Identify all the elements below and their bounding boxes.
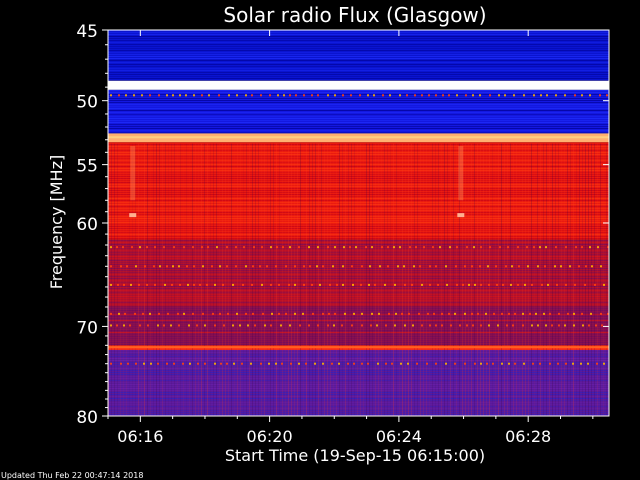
x-axis: 06:16 06:20 06:24 06:28 <box>107 30 594 446</box>
chart-title: Solar radio Flux (Glasgow) <box>223 3 486 27</box>
x-axis-label: Start Time (19-Sep-15 06:15:00) <box>225 446 485 465</box>
x-tick-label-2: 06:24 <box>376 427 422 446</box>
frequency-band-6 <box>108 306 609 346</box>
y-tick-label-80: 80 <box>76 408 98 428</box>
y-tick-label-60: 60 <box>76 215 98 235</box>
y-tick-label-45: 45 <box>76 22 98 42</box>
spectrogram-texture <box>108 30 609 416</box>
plot-area <box>107 29 610 417</box>
frequency-band-0 <box>108 30 609 81</box>
x-tick-label-0: 06:16 <box>117 427 163 446</box>
y-tick-label-55: 55 <box>76 157 98 177</box>
footer-timestamp: Updated Thu Feb 22 00:47:14 2018 <box>1 471 143 480</box>
y-tick-label-70: 70 <box>76 318 98 338</box>
y-axis: 45 50 55 60 70 80 <box>76 22 609 428</box>
frequency-band-5 <box>108 239 609 307</box>
y-tick-label-50: 50 <box>76 93 98 113</box>
x-tick-label-3: 06:28 <box>505 427 551 446</box>
x-tick-label-1: 06:20 <box>247 427 293 446</box>
frequency-band-1 <box>108 80 609 90</box>
y-axis-label: Frequency [MHz] <box>47 155 66 289</box>
